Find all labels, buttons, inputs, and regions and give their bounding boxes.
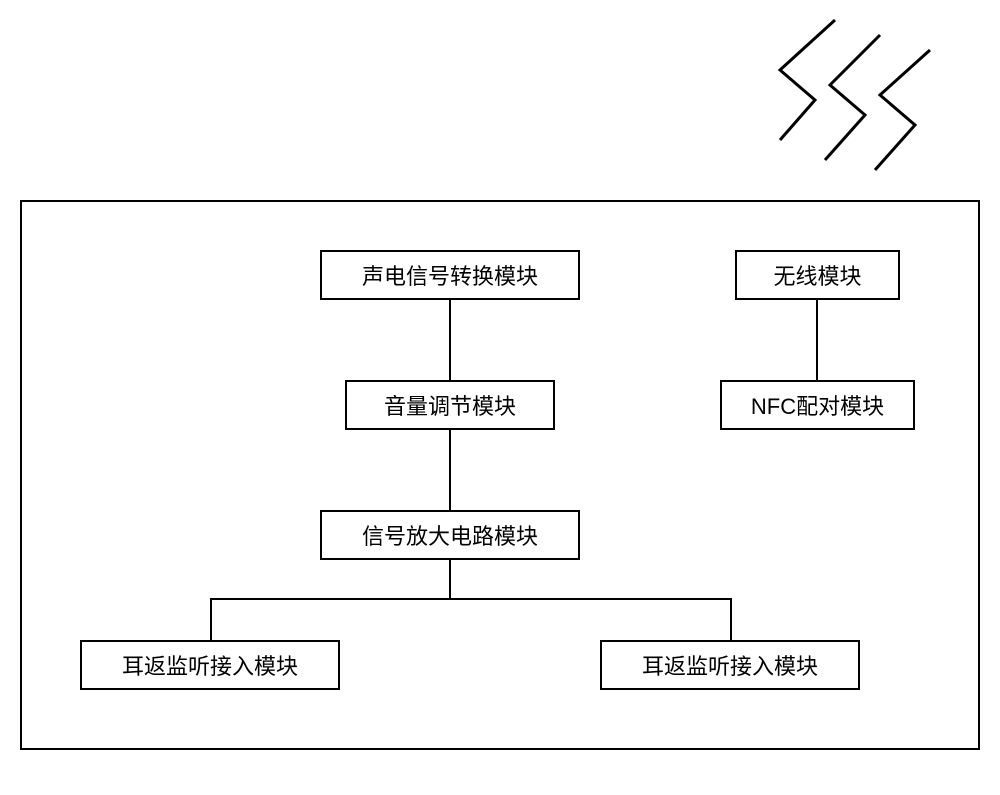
edge	[449, 300, 451, 380]
edge	[210, 598, 732, 600]
edge	[449, 430, 451, 510]
node-sound-electric-conversion: 声电信号转换模块	[320, 250, 580, 300]
node-label: 耳返监听接入模块	[642, 649, 818, 681]
edge	[730, 598, 732, 640]
node-label: NFC配对模块	[751, 389, 884, 421]
node-nfc-pairing: NFC配对模块	[720, 380, 915, 430]
node-ear-monitor-right: 耳返监听接入模块	[600, 640, 860, 690]
node-label: 无线模块	[773, 259, 861, 291]
edge	[449, 560, 451, 600]
node-label: 耳返监听接入模块	[122, 649, 298, 681]
zigzag-icon	[750, 10, 970, 190]
diagram-canvas: 声电信号转换模块 音量调节模块 信号放大电路模块 耳返监听接入模块 耳返监听接入…	[0, 0, 1000, 795]
node-label: 音量调节模块	[384, 389, 516, 421]
node-label: 信号放大电路模块	[362, 519, 538, 551]
edge	[210, 598, 212, 640]
node-ear-monitor-left: 耳返监听接入模块	[80, 640, 340, 690]
node-signal-amplifier: 信号放大电路模块	[320, 510, 580, 560]
node-wireless-module: 无线模块	[735, 250, 900, 300]
node-volume-adjust: 音量调节模块	[345, 380, 555, 430]
edge	[816, 300, 818, 380]
node-label: 声电信号转换模块	[362, 259, 538, 291]
